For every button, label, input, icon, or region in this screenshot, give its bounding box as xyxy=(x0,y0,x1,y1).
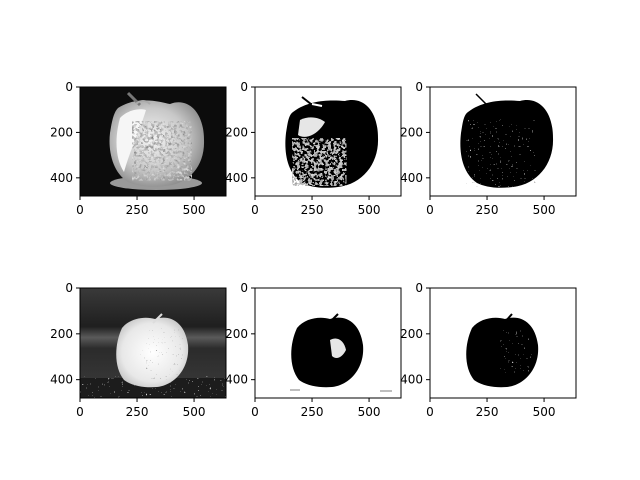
y-tick-label: 400 xyxy=(50,373,73,387)
y-tick-label: 400 xyxy=(225,171,248,185)
y-tick-label: 0 xyxy=(415,80,423,94)
y-tick-label: 200 xyxy=(225,125,248,139)
x-tick-label: 250 xyxy=(126,203,149,217)
panel-1-2-image xyxy=(255,87,401,196)
x-tick-label: 0 xyxy=(426,203,434,217)
axes-frame xyxy=(79,287,227,399)
y-tick-label: 0 xyxy=(65,80,73,94)
x-tick-label: 500 xyxy=(533,203,556,217)
x-tick-label: 0 xyxy=(76,203,84,217)
y-tick-label: 0 xyxy=(415,281,423,295)
x-tick-label: 500 xyxy=(183,405,206,419)
y-tick-label: 400 xyxy=(225,373,248,387)
panel-2-2 xyxy=(254,287,402,399)
x-tick-label: 250 xyxy=(476,203,499,217)
x-tick-label: 250 xyxy=(126,405,149,419)
y-tick-label: 200 xyxy=(225,327,248,341)
x-tick-label: 0 xyxy=(76,405,84,419)
x-tick-label: 250 xyxy=(476,405,499,419)
x-tick-label: 500 xyxy=(358,203,381,217)
y-tick-label: 400 xyxy=(50,171,73,185)
x-tick-label: 500 xyxy=(358,405,381,419)
x-tick-label: 500 xyxy=(183,203,206,217)
x-tick-label: 0 xyxy=(426,405,434,419)
panel-1-2 xyxy=(254,86,402,197)
x-tick-label: 500 xyxy=(533,405,556,419)
y-tick-label: 0 xyxy=(65,281,73,295)
axes-frame xyxy=(79,86,227,197)
x-tick-label: 0 xyxy=(251,203,259,217)
tick-layer: 0 250 500 0 200 400 0 250 500 0 200 400 0 250 500 0 200 4… xyxy=(50,80,555,419)
y-tick-label: 200 xyxy=(400,327,423,341)
axes-frame xyxy=(429,287,577,399)
panel-1-3 xyxy=(429,86,577,197)
panel-2-3 xyxy=(429,287,577,399)
y-tick-label: 0 xyxy=(240,281,248,295)
axes-frame xyxy=(254,287,402,399)
y-tick-label: 400 xyxy=(400,171,423,185)
panel-1-1-image xyxy=(80,87,226,196)
panel-1-1 xyxy=(79,86,227,197)
x-tick-label: 250 xyxy=(301,203,324,217)
panel-2-1 xyxy=(79,287,227,399)
y-tick-label: 400 xyxy=(400,373,423,387)
y-tick-label: 200 xyxy=(50,125,73,139)
axes-frame xyxy=(429,86,577,197)
panel-2-2-image xyxy=(255,288,401,398)
panel-2-3-image xyxy=(430,288,576,398)
x-tick-label: 0 xyxy=(251,405,259,419)
panel-1-3-image xyxy=(430,87,576,196)
axes-frame xyxy=(254,86,402,197)
y-tick-label: 200 xyxy=(50,327,73,341)
panel-2-1-image xyxy=(80,288,226,398)
y-tick-label: 0 xyxy=(240,80,248,94)
x-tick-label: 250 xyxy=(301,405,324,419)
y-tick-label: 200 xyxy=(400,125,423,139)
